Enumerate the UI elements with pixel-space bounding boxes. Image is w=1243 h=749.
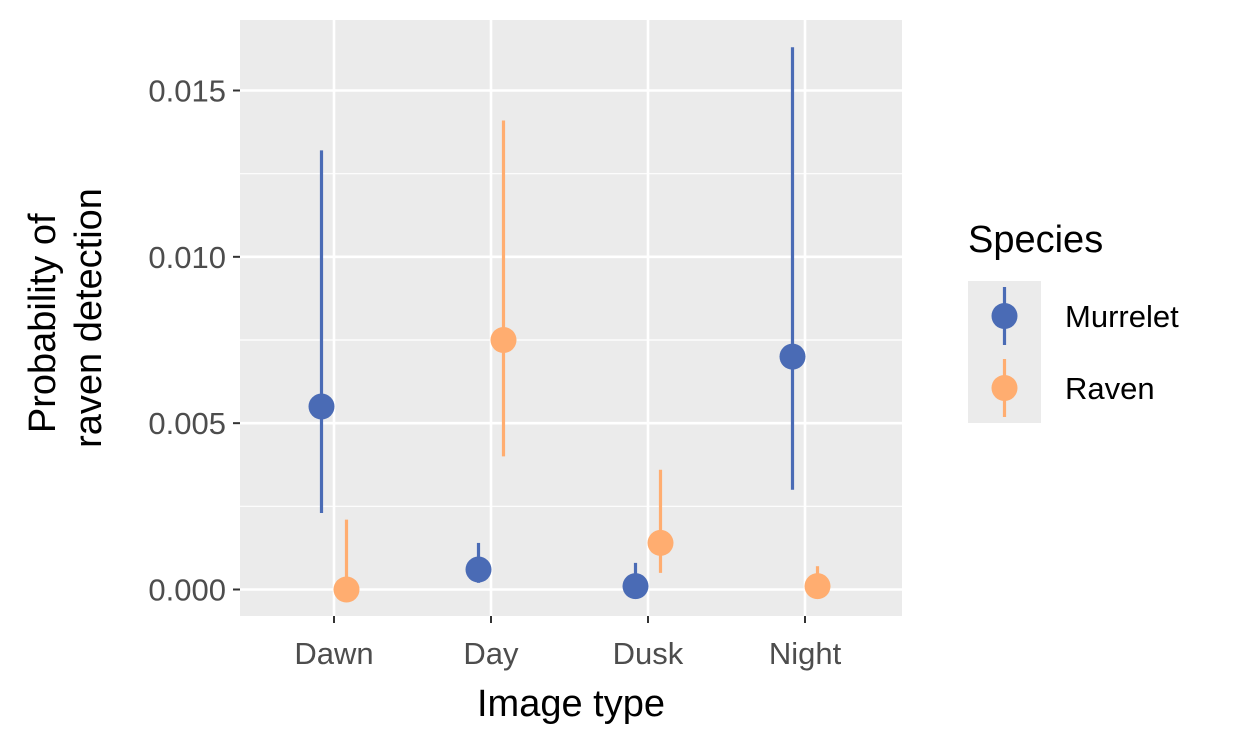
y-tick-label: 0.005 [148, 406, 226, 441]
raven-point [804, 573, 831, 600]
raven-point [333, 576, 360, 603]
legend-key-point-raven [991, 375, 1018, 401]
raven-point [647, 529, 674, 556]
legend-title: Species [968, 219, 1103, 261]
y-tick-label: 0.000 [148, 573, 226, 608]
legend-key-point-murrelet [991, 303, 1018, 329]
x-tick-label: Night [769, 636, 842, 671]
y-axis-title-line-2: raven detection [68, 188, 110, 448]
y-axis-title-line-1: Probability of [22, 213, 64, 433]
x-tick-label: Day [463, 636, 519, 671]
murrelet-point [465, 556, 492, 583]
data-marks [308, 47, 831, 603]
x-axis-title: Image type [477, 683, 665, 725]
murrelet-point [622, 573, 649, 600]
y-axis-title: Probability of raven detection [22, 188, 110, 448]
murrelet-point [308, 393, 335, 420]
legend: Species Murrelet Raven [968, 219, 1179, 423]
x-tick-label: Dawn [294, 636, 373, 671]
x-axis: Dawn Day Dusk Night [294, 616, 842, 671]
y-tick-label: 0.010 [148, 240, 226, 275]
legend-label-murrelet: Murrelet [1065, 299, 1179, 334]
legend-label-raven: Raven [1065, 371, 1155, 406]
y-axis: 0.000 0.005 0.010 0.015 [148, 74, 240, 608]
raven-point [490, 327, 517, 353]
legend-items: Murrelet Raven [991, 287, 1179, 417]
plot-panel [240, 20, 902, 616]
y-tick-label: 0.015 [148, 74, 226, 109]
murrelet-point [779, 343, 806, 370]
x-tick-label: Dusk [613, 636, 684, 671]
